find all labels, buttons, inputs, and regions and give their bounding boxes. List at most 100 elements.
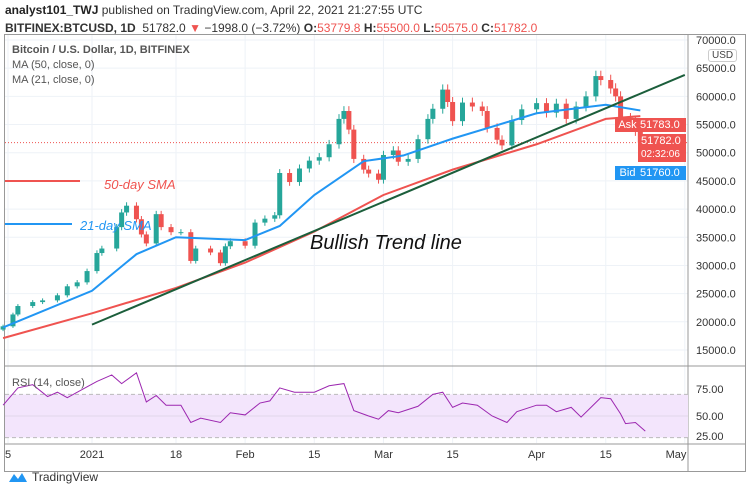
last-price-label: 51782.0 02:32:06: [638, 134, 686, 162]
candle-body: [519, 109, 525, 121]
publish-info: analyst101_TWJ published on TradingView.…: [5, 3, 422, 17]
time-tick-label: 18: [170, 449, 182, 461]
low-value: 50575.0: [434, 21, 478, 35]
price-tick-label: 25000.0: [696, 289, 736, 301]
ask-label: Ask 51783.0: [615, 118, 686, 132]
price-change: −1998.0 (−3.72%): [204, 21, 301, 35]
candle-body: [143, 234, 149, 244]
candle-body: [252, 222, 258, 246]
ask-text: Ask: [618, 119, 637, 131]
candle-body: [74, 282, 80, 287]
candle-body: [296, 168, 302, 183]
candle-body: [54, 295, 60, 301]
candle-body: [133, 205, 139, 220]
candle-body: [227, 241, 233, 247]
annotation-sma50: 50-day SMA: [104, 177, 176, 192]
price-tick-label: 50000.0: [696, 148, 736, 160]
candle-body: [613, 88, 619, 97]
candle-body: [262, 218, 268, 223]
legend-rsi[interactable]: RSI (14, close): [12, 377, 85, 389]
candle-body: [168, 227, 174, 233]
candle-body: [563, 103, 569, 119]
candle-body: [114, 227, 120, 249]
candle-body: [494, 127, 500, 140]
time-tick-label: May: [666, 449, 687, 461]
candle-body: [415, 139, 421, 159]
close-value: 51782.0: [493, 21, 538, 35]
candle-body: [440, 89, 446, 109]
candle-body: [0, 326, 6, 330]
candle-body: [553, 103, 559, 113]
candle-body: [64, 286, 70, 296]
author[interactable]: analyst101_TWJ: [5, 3, 99, 17]
candle-body: [509, 120, 515, 146]
time-tick-label: 15: [308, 449, 320, 461]
bid-text: Bid: [619, 167, 636, 179]
price-tick-label: 60000.0: [696, 91, 736, 103]
candle-body: [94, 253, 100, 272]
time-tick-label: 2021: [80, 449, 104, 461]
price-tick-label: 65000.0: [696, 63, 736, 75]
candle-body: [208, 248, 214, 253]
candle-body: [40, 300, 46, 303]
time-tick-label: 15: [446, 449, 458, 461]
candle-body: [193, 248, 199, 261]
candle-body: [306, 160, 312, 169]
candle-body: [469, 102, 475, 107]
candle-body: [425, 118, 431, 140]
candle-body: [287, 173, 293, 183]
price-tick-label: 15000.0: [696, 345, 736, 357]
bid-label: Bid 51760.0: [615, 166, 686, 180]
rsi-tick-label: 50.00: [696, 411, 724, 423]
candle-body: [138, 219, 144, 235]
candle-body: [380, 154, 386, 180]
price-tick-label: 70000.0: [696, 35, 736, 47]
candle-body: [158, 214, 164, 228]
time-tick-label: 5: [5, 449, 11, 461]
candle-body: [598, 76, 604, 81]
candle-body: [326, 144, 332, 158]
trend-line: [91, 74, 686, 326]
candle-body: [316, 157, 322, 161]
legend-ma50[interactable]: MA (50, close, 0): [12, 59, 95, 71]
price-tick-label: 55000.0: [696, 120, 736, 132]
candle-body: [84, 271, 90, 283]
currency-badge[interactable]: USD: [708, 49, 738, 62]
last-price: 51782.0: [142, 21, 186, 35]
candle-body: [217, 252, 223, 264]
candle-body: [534, 103, 540, 110]
ma50-line: [2, 115, 641, 340]
rsi-tick-label: 75.00: [696, 384, 724, 396]
legend-ma21[interactable]: MA (21, close, 0): [12, 74, 95, 86]
candle-body: [484, 111, 490, 128]
candle-body: [341, 111, 347, 119]
rsi-tick-label: 25.00: [696, 431, 724, 443]
low-label: L:: [423, 21, 435, 35]
open-label: O:: [303, 21, 318, 35]
close-label: C:: [481, 21, 494, 35]
ma21-line: [2, 103, 641, 329]
price-tick-label: 45000.0: [696, 176, 736, 188]
chart-frame: [4, 34, 746, 472]
candle-body: [608, 80, 614, 89]
price-tick-label: 20000.0: [696, 317, 736, 329]
candle-body: [30, 302, 36, 307]
candle-body: [583, 96, 589, 107]
candle-body: [445, 89, 451, 102]
tradingview-logo[interactable]: TradingView: [8, 470, 98, 484]
brand-name: TradingView: [32, 470, 99, 484]
candle-body: [573, 106, 579, 119]
ask-price: 51783.0: [640, 119, 680, 131]
tradingview-logo-icon: [9, 473, 27, 482]
annotation-trend: Bullish Trend line: [310, 232, 462, 254]
bid-price: 51760.0: [640, 167, 680, 179]
time-tick-label: 15: [600, 449, 612, 461]
candle-body: [222, 246, 228, 264]
candle-body: [366, 169, 372, 174]
time-tick-label: Mar: [374, 449, 393, 461]
candle-body: [376, 173, 382, 180]
candle-body: [346, 111, 352, 130]
candle-body: [153, 214, 159, 244]
candle-body: [499, 139, 505, 146]
